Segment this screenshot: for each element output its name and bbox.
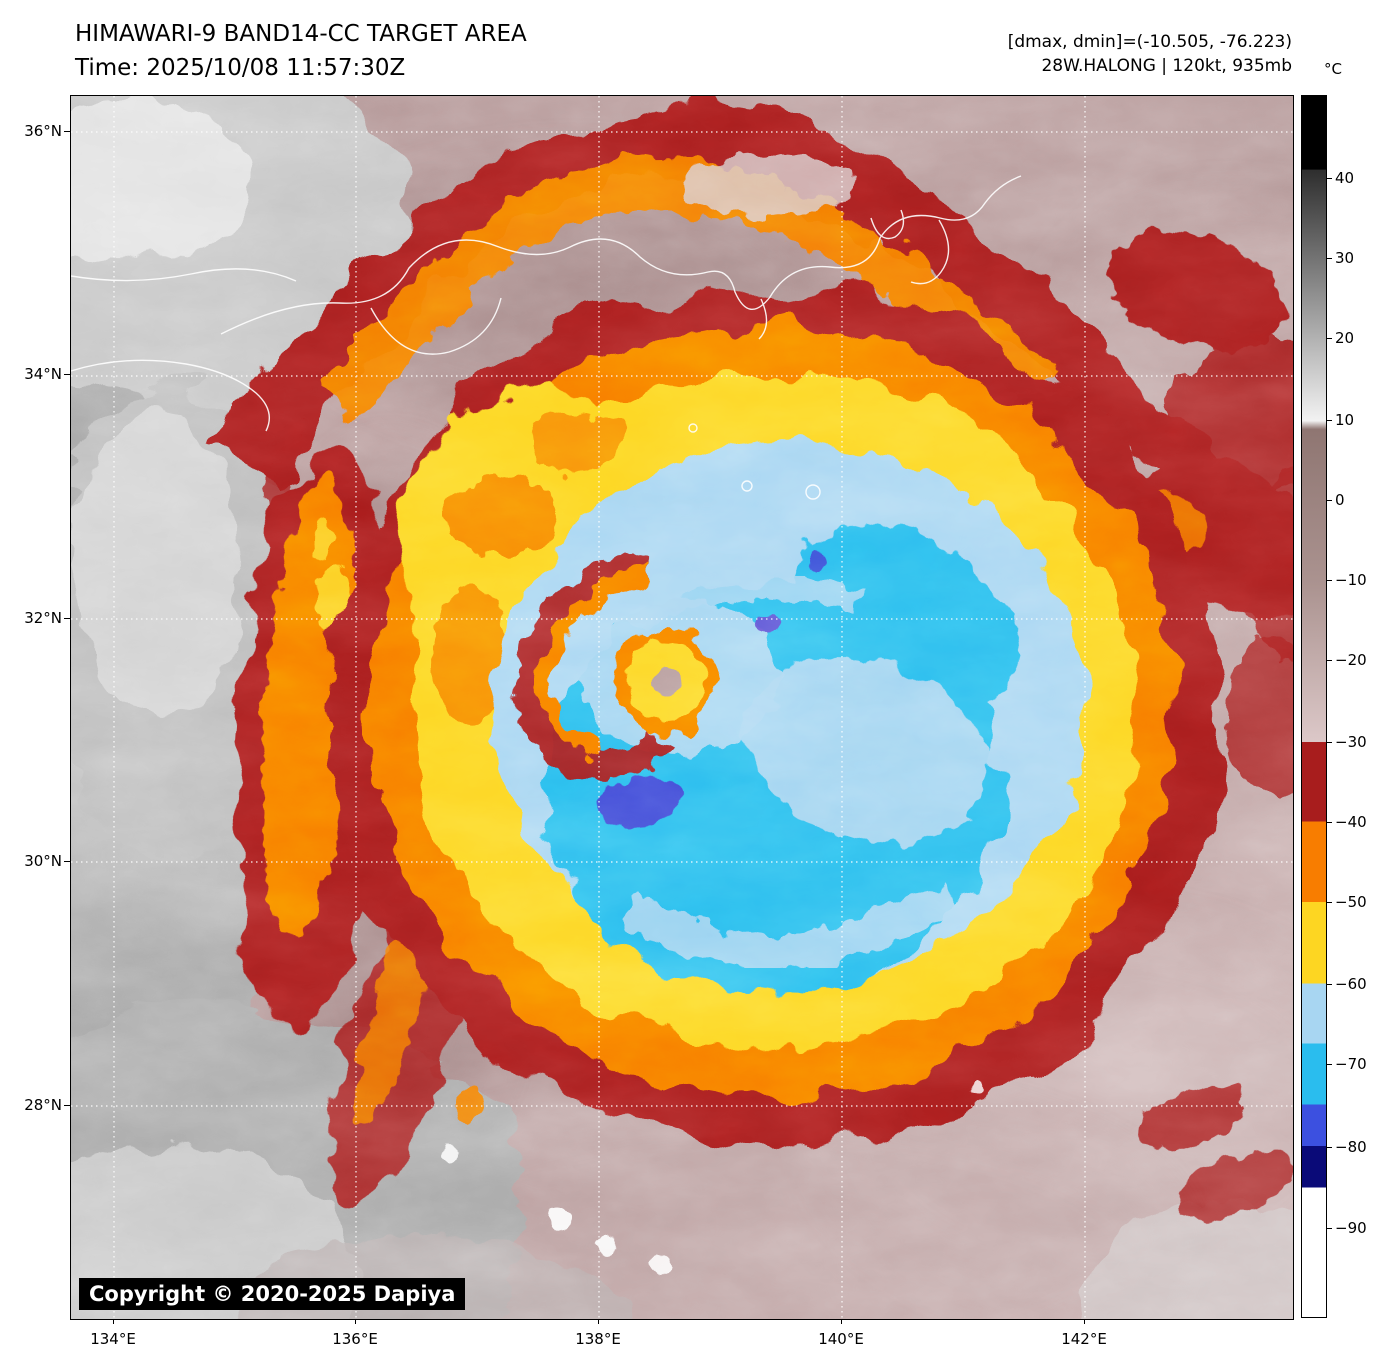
colorbar-tick-label: 10 [1335, 411, 1355, 429]
colorbar-tick-label: 40 [1335, 169, 1355, 187]
colorbar-unit-label: °C [1324, 60, 1342, 78]
lat-tick-mark [64, 131, 70, 132]
colorbar-tick-mark [1327, 822, 1332, 823]
colorbar-tick-label: −10 [1335, 571, 1367, 589]
lon-tick-label: 134°E [90, 1330, 136, 1348]
colorbar-tick-mark [1327, 742, 1332, 743]
colorbar-tick-mark [1327, 902, 1332, 903]
lat-tick-label: 30°N [24, 852, 62, 870]
lon-tick-mark [113, 1319, 114, 1324]
colorbar-tick-label: −90 [1335, 1219, 1367, 1237]
colorbar-gradient [1301, 95, 1327, 1318]
lat-tick-mark [64, 1105, 70, 1106]
colorbar-tick-mark [1327, 178, 1332, 179]
lon-tick-label: 136°E [332, 1330, 378, 1348]
colorbar-tick-label: −50 [1335, 893, 1367, 911]
lat-tick-mark [64, 861, 70, 862]
grain-texture-overlay [71, 96, 1293, 1319]
lat-tick-mark [64, 618, 70, 619]
header-right-block: [dmax, dmin]=(-10.505, -76.223) 28W.HALO… [1008, 30, 1292, 78]
colorbar-tick-label: 30 [1335, 249, 1355, 267]
satellite-imagery-svg [71, 96, 1293, 1319]
lat-tick-mark [64, 374, 70, 375]
lon-tick-mark [1084, 1319, 1085, 1324]
lon-tick-label: 138°E [575, 1330, 621, 1348]
colorbar-tick-mark [1327, 258, 1332, 259]
lat-lon-gridlines [71, 96, 1293, 1319]
dmax-dmin-label: [dmax, dmin]=(-10.505, -76.223) [1007, 32, 1292, 52]
lat-tick-label: 36°N [24, 122, 62, 140]
colorbar-tick-mark [1327, 1228, 1332, 1229]
lon-tick-mark [598, 1319, 599, 1324]
colorbar-tick-label: 20 [1335, 329, 1355, 347]
lon-tick-label: 140°E [818, 1330, 864, 1348]
colorbar-tick-mark [1327, 580, 1332, 581]
timestamp-label: Time: 2025/10/08 11:57:30Z [75, 55, 406, 81]
storm-info-label: 28W.HALONG | 120kt, 935mb [1041, 56, 1292, 76]
colorbar-tick-label: 0 [1335, 491, 1345, 509]
lon-tick-mark [355, 1319, 356, 1324]
colorbar-tick-mark [1327, 1147, 1332, 1148]
colorbar-tick-mark [1327, 500, 1332, 501]
colorbar-tick-mark [1327, 338, 1332, 339]
colorbar-tick-label: −40 [1335, 813, 1367, 831]
lat-tick-label: 34°N [24, 365, 62, 383]
lon-tick-label: 142°E [1061, 1330, 1107, 1348]
page-title: HIMAWARI-9 BAND14-CC TARGET AREA [75, 21, 527, 47]
colorbar-tick-label: −80 [1335, 1138, 1367, 1156]
colorbar-tick-mark [1327, 660, 1332, 661]
colorbar-tick-mark [1327, 984, 1332, 985]
colorbar-tick-label: −30 [1335, 733, 1367, 751]
colorbar-tick-label: −60 [1335, 975, 1367, 993]
lat-tick-label: 32°N [24, 609, 62, 627]
lon-tick-mark [841, 1319, 842, 1324]
colorbar-tick-mark [1327, 420, 1332, 421]
map-canvas: Copyright © 2020-2025 Dapiya [70, 95, 1294, 1320]
colorbar-tick-label: −70 [1335, 1055, 1367, 1073]
copyright-badge: Copyright © 2020-2025 Dapiya [79, 1278, 466, 1310]
coastlines [71, 175, 1022, 500]
colorbar-tick-label: −20 [1335, 651, 1367, 669]
lat-tick-label: 28°N [24, 1096, 62, 1114]
colorbar-tick-mark [1327, 1064, 1332, 1065]
